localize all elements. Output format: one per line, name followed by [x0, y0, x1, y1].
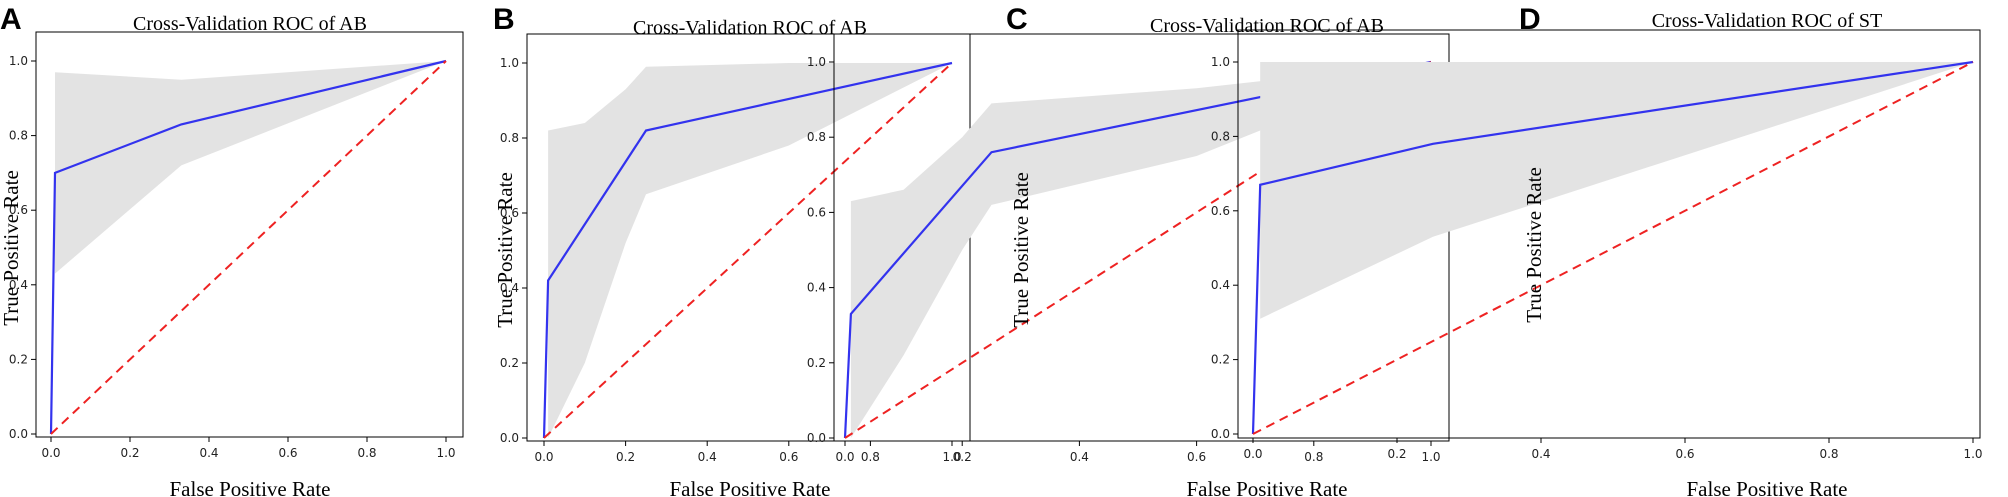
mean-roc-line	[542, 61, 953, 439]
y-tick-label: 0.2	[1211, 353, 1230, 367]
x-tick-label: 0.2	[616, 450, 635, 464]
x-tick-label: 0.4	[1531, 447, 1550, 461]
y-tick-label: 0.8	[9, 129, 28, 143]
y-tick-label: 0.6	[807, 205, 826, 219]
chart-title-c: Cross-Validation ROC of AB	[1150, 15, 1384, 37]
x-tick-label: 0.6	[1187, 450, 1206, 464]
plot-area-c: 0.0 0.2 0.4 0.6 0.8 1.0 0.0 0.2 0.4 0.6 0.8 1.0	[807, 33, 1450, 464]
plot-area-a: 0.0 0.2 0.4 0.6 0.8 1.0 0.0 0.2 0.4 0.6 0.8 1.0	[9, 31, 464, 460]
y-tick-label: 0.2	[500, 356, 519, 370]
y-axis-label-c: True Positive Rate	[1009, 172, 1033, 328]
y-tick-label: 1.0	[500, 56, 519, 70]
x-tick-label: 0.8	[1819, 447, 1838, 461]
chance-line	[1252, 61, 1974, 435]
mean-roc-line	[843, 60, 1432, 439]
x-axis-label-c: False Positive Rate	[1187, 477, 1348, 497]
y-tick-label: 0.4	[807, 281, 826, 295]
chart-title-a: Cross-Validation ROC of AB	[133, 13, 367, 35]
x-tick-label: 0.2	[953, 450, 972, 464]
chance-line	[844, 61, 1432, 439]
x-tick-label: 1.0	[942, 450, 961, 464]
x-tick-label: 0.4	[698, 450, 717, 464]
x-tick-label: 0.4	[1070, 450, 1089, 464]
y-tick-label: 0.8	[500, 131, 519, 145]
x-tick-label: 1.0	[1421, 450, 1440, 464]
panel-d: D Cross-Validation ROC of ST 0.0 0.2 0.4 0.…	[1211, 3, 1983, 497]
confidence-band	[850, 62, 1431, 438]
y-tick-label: 0.2	[807, 356, 826, 370]
chart-title-d: Cross-Validation ROC of ST	[1652, 10, 1883, 32]
x-tick-label: 0.2	[120, 446, 139, 460]
x-tick-label: 0.0	[534, 450, 553, 464]
y-tick-label: 0.8	[1211, 129, 1230, 143]
mean-roc-line	[49, 59, 447, 435]
y-axis-label-a: True Positive Rate	[0, 170, 23, 326]
panel-letter-a: A	[0, 3, 22, 36]
y-tick-label: 1.0	[1211, 55, 1230, 69]
panel-b: B Cross-Validation ROC of AB 0.0 0.2 0.4 0.…	[493, 3, 971, 497]
y-tick-label: 0.8	[807, 130, 826, 144]
x-tick-label: 0.4	[199, 446, 218, 460]
y-tick-label: 0.2	[9, 352, 28, 366]
y-axis-label-d: True Positive Rate	[1522, 167, 1546, 323]
mean-roc-line	[1251, 60, 1974, 435]
panel-letter-c: C	[1006, 3, 1028, 36]
y-tick-label: 0.0	[9, 427, 28, 441]
y-axis-label-b: True Positive Rate	[493, 172, 517, 328]
x-tick-label: 0.2	[1387, 447, 1406, 461]
plot-area-d: 0.0 0.2 0.4 0.6 0.8 1.0 0.0 0.2 0.4 0.6 0.8 1.0	[1211, 29, 1983, 461]
y-tick-label: 0.6	[500, 206, 519, 220]
confidence-band	[1260, 62, 1973, 319]
y-tick-label: 0.6	[9, 203, 28, 217]
x-tick-label: 0.6	[278, 446, 297, 460]
x-tick-label: 0.8	[861, 450, 880, 464]
y-tick-label: 0.4	[1211, 278, 1230, 292]
x-tick-label: 0.0	[41, 446, 60, 460]
x-axis-label-d: False Positive Rate	[1687, 477, 1848, 497]
y-tick-label: 0.0	[1211, 427, 1230, 441]
x-tick-label: 0.8	[357, 446, 376, 460]
chance-line	[50, 60, 447, 435]
panel-c: C Cross-Validation ROC of AB 0.0 0.2 0.4 0.…	[807, 3, 1450, 497]
x-tick-label: 0.8	[1304, 450, 1323, 464]
x-tick-label: 0.0	[835, 450, 854, 464]
y-tick-label: 1.0	[9, 54, 28, 68]
x-tick-label: 1.0	[436, 446, 455, 460]
y-tick-label: 0.0	[807, 431, 826, 445]
x-tick-label: 0.0	[1243, 447, 1262, 461]
y-tick-label: 0.4	[9, 278, 28, 292]
panel-letter-b: B	[493, 3, 515, 36]
plot-frame	[1237, 29, 1981, 439]
chance-line	[543, 62, 953, 439]
y-tick-label: 0.0	[500, 431, 519, 445]
plot-frame	[35, 31, 464, 438]
plot-frame	[833, 33, 1450, 442]
panel-a: A Cross-Validation ROC of AB 0.0 0.2 0.4 0.…	[0, 3, 464, 497]
x-tick-label: 0.6	[1675, 447, 1694, 461]
panel-letter-d: D	[1519, 3, 1541, 36]
chart-title-b: Cross-Validation ROC of AB	[633, 17, 867, 39]
y-tick-label: 0.6	[1211, 204, 1230, 218]
confidence-band	[55, 61, 446, 274]
y-tick-label: 0.4	[500, 281, 519, 295]
confidence-band	[548, 63, 952, 438]
x-tick-label: 0.6	[779, 450, 798, 464]
x-axis-label-a: False Positive Rate	[170, 477, 331, 497]
y-tick-label: 1.0	[807, 55, 826, 69]
x-axis-label-b: False Positive Rate	[670, 477, 831, 497]
x-tick-label: 1.0	[1963, 447, 1982, 461]
